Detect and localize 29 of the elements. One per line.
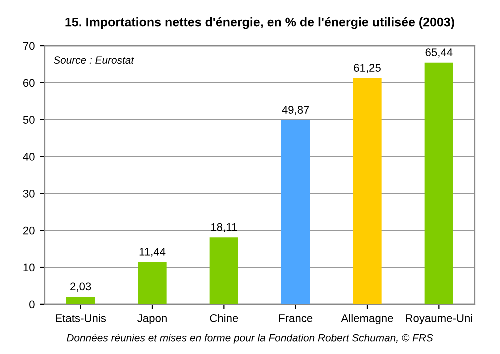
x-tick-label: Royaume-Uni	[406, 314, 472, 325]
y-tick-label: 10	[24, 264, 35, 272]
bar	[138, 262, 167, 304]
y-tick-label: 20	[23, 226, 35, 235]
y-tick-label: 30	[23, 190, 35, 198]
bar	[66, 296, 96, 304]
data-label: 65,44	[426, 48, 453, 58]
y-tick-label: 60	[23, 79, 35, 88]
data-label: 18,11	[212, 223, 238, 233]
data-label: 61,25	[354, 64, 381, 74]
data-label: 49,87	[282, 106, 310, 116]
data-label: 11,44	[140, 248, 166, 258]
chart-title: 15. Importations nettes d'énergie, en % de l'énergie utilisée (2003)	[66, 17, 454, 30]
annotation: Source : Eurostat	[54, 56, 134, 64]
y-tick-label: 50	[23, 116, 35, 124]
data-label: 2,03	[70, 282, 92, 292]
y-tick-label: 0	[30, 300, 35, 309]
x-tick-label: Japon	[138, 314, 167, 325]
y-tick-label: 70	[23, 42, 35, 50]
bar	[282, 120, 310, 304]
x-tick-label: Etats-Unis	[56, 314, 106, 322]
text: Données réunies et mises en forme pour la Fondation Robert Schuman, © FRS	[67, 334, 434, 344]
x-tick-label: Allemagne	[341, 314, 394, 325]
bar	[424, 62, 454, 304]
bar	[353, 78, 382, 304]
x-tick-label: Chine	[210, 314, 238, 322]
bar	[210, 238, 238, 304]
y-tick-label: 40	[23, 153, 35, 161]
x-tick-label: France	[279, 314, 313, 322]
